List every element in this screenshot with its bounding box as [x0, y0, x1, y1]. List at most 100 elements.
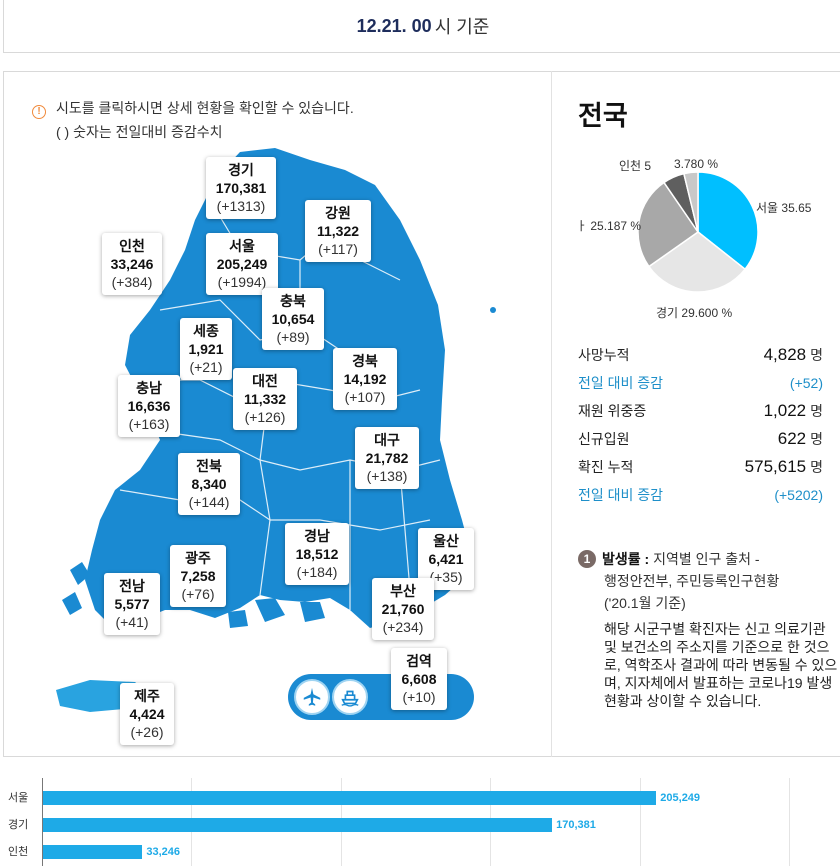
region-name: 울산 — [433, 533, 459, 549]
region-delta: (+126) — [244, 409, 286, 425]
stat-unit: 명 — [810, 431, 823, 447]
region-total: 11,332 — [243, 391, 287, 407]
region-jeju[interactable]: 제주 4,424 (+26) — [120, 683, 174, 745]
bar-row: 서울 205,249 — [0, 790, 840, 806]
grid-line — [640, 778, 641, 866]
region-incheon[interactable]: 인천 33,246 (+384) — [102, 233, 162, 295]
panel-divider — [551, 71, 552, 757]
region-sejong[interactable]: 세종 1,921 (+21) — [180, 318, 232, 380]
region-total: 10,654 — [271, 311, 315, 327]
region-total: 205,249 — [216, 256, 268, 272]
region-delta: (+10) — [402, 689, 436, 705]
region-bar-chart: 서울 205,249 경기 170,381 인천 33,246 — [0, 778, 840, 866]
region-gangwon[interactable]: 강원 11,322 (+117) — [305, 200, 371, 262]
stat-confirmed: 확진 누적 575,615 명 — [578, 457, 823, 485]
region-total: 170,381 — [215, 180, 267, 196]
bar-category-label: 서울 — [8, 792, 29, 804]
region-total: 6,421 — [428, 551, 464, 567]
region-chungbuk[interactable]: 충북 10,654 (+89) — [262, 288, 324, 350]
region-name: 서울 — [229, 238, 255, 254]
region-name: 대전 — [252, 373, 278, 389]
region-name: 전남 — [119, 578, 145, 594]
notice-line2: ( ) 숫자는 전일대비 증감수치 — [56, 124, 223, 140]
west-islands — [62, 540, 120, 615]
airplane-icon — [303, 687, 321, 706]
south-islands — [228, 598, 325, 628]
ship-button[interactable] — [332, 679, 368, 715]
region-delta: (+89) — [276, 329, 310, 345]
pie-slice-small — [682, 171, 699, 233]
region-delta: (+107) — [344, 389, 386, 405]
status-panel — [3, 71, 840, 757]
bar-row: 인천 33,246 — [0, 844, 840, 860]
region-delta: (+76) — [181, 586, 215, 602]
region-total: 6,608 — [401, 671, 437, 687]
bar-axis — [42, 778, 43, 866]
region-delta: (+41) — [115, 614, 149, 630]
region-gyeongnam[interactable]: 경남 18,512 (+184) — [285, 523, 349, 585]
bar-value-label: 33,246 — [146, 846, 180, 858]
bar — [43, 791, 657, 805]
bar — [43, 845, 143, 859]
pie-label-small: 3.780 % — [674, 157, 719, 171]
region-name: 부산 — [390, 583, 416, 599]
region-seoul[interactable]: 서울 205,249 (+1994) — [206, 233, 278, 295]
stat-confirmed-change: 전일 대비 증감 (+5202) — [578, 485, 823, 513]
pie-slice-seoul — [697, 171, 759, 271]
stat-value: 575,615 — [744, 457, 807, 476]
region-name: 경남 — [304, 528, 330, 544]
korea-map — [56, 148, 496, 712]
region-ulsan[interactable]: 울산 6,421 (+35) — [418, 528, 474, 590]
ship-icon — [341, 690, 359, 707]
region-name: 전북 — [196, 458, 222, 474]
region-name: 충남 — [136, 380, 162, 396]
stat-unit: 명 — [810, 459, 823, 475]
region-delta: (+1994) — [217, 274, 267, 290]
stat-label: 전일 대비 증감 — [578, 375, 664, 391]
region-quarantine[interactable]: 검역 6,608 (+10) — [391, 648, 447, 710]
region-delta: (+184) — [296, 564, 338, 580]
region-delta: (+163) — [128, 416, 170, 432]
region-daejeon[interactable]: 대전 11,332 (+126) — [233, 368, 297, 430]
map-notice: ! 시도를 클릭하시면 상세 현황을 확인할 수 있습니다. ( ) 숫자는 전일… — [32, 96, 354, 144]
region-daegu[interactable]: 대구 21,782 (+138) — [355, 427, 419, 489]
pie-label-gyeonggi: 경기 29.600 % — [656, 306, 733, 320]
region-gyeongbuk[interactable]: 경북 14,192 (+107) — [333, 348, 397, 410]
quarantine-pill[interactable] — [288, 674, 474, 720]
footnote-line2: 행정안전부, 주민등록인구현황 — [604, 573, 780, 589]
bar-value-label: 170,381 — [556, 819, 596, 831]
footnote-heading: 발생률 : — [602, 551, 650, 567]
bar-category-label: 인천 — [8, 846, 29, 858]
grid-line — [789, 778, 790, 866]
region-total: 1,921 — [188, 341, 224, 357]
stat-value: (+52) — [789, 375, 823, 391]
info-icon: ! — [32, 105, 46, 119]
region-chungnam[interactable]: 충남 16,636 (+163) — [118, 375, 180, 437]
region-jeonbuk[interactable]: 전북 8,340 (+144) — [178, 453, 240, 515]
stat-deaths: 사망누적 4,828 명 — [578, 345, 823, 373]
region-delta: (+117) — [318, 241, 358, 257]
region-gyeonggi[interactable]: 경기 170,381 (+1313) — [206, 157, 276, 219]
bar-row: 경기 170,381 — [0, 817, 840, 833]
region-total: 11,322 — [316, 223, 360, 239]
airplane-button[interactable] — [294, 679, 330, 715]
stat-label: 확진 누적 — [578, 459, 634, 475]
region-delta: (+144) — [188, 494, 230, 510]
region-name: 제주 — [134, 688, 160, 704]
region-delta: (+384) — [111, 274, 153, 290]
region-name: 대구 — [374, 432, 400, 448]
region-busan[interactable]: 부산 21,760 (+234) — [372, 578, 434, 640]
region-name: 검역 — [406, 653, 432, 669]
stat-label: 전일 대비 증감 — [578, 487, 664, 503]
date-suffix: 시 기준 — [434, 17, 490, 37]
incidence-footnote: 1 발생률 : 지역별 인구 출처 - 행정안전부, 주민등록인구현황 ('20.… — [578, 548, 840, 710]
region-gwangju[interactable]: 광주 7,258 (+76) — [170, 545, 226, 607]
region-name: 광주 — [185, 550, 211, 566]
stat-unit: 명 — [810, 403, 823, 419]
region-name: 인천 — [119, 238, 145, 254]
region-name: 세종 — [193, 323, 219, 339]
region-total: 18,512 — [295, 546, 339, 562]
region-jeonnam[interactable]: 전남 5,577 (+41) — [104, 573, 160, 635]
region-total: 14,192 — [343, 371, 387, 387]
region-total: 5,577 — [114, 596, 150, 612]
